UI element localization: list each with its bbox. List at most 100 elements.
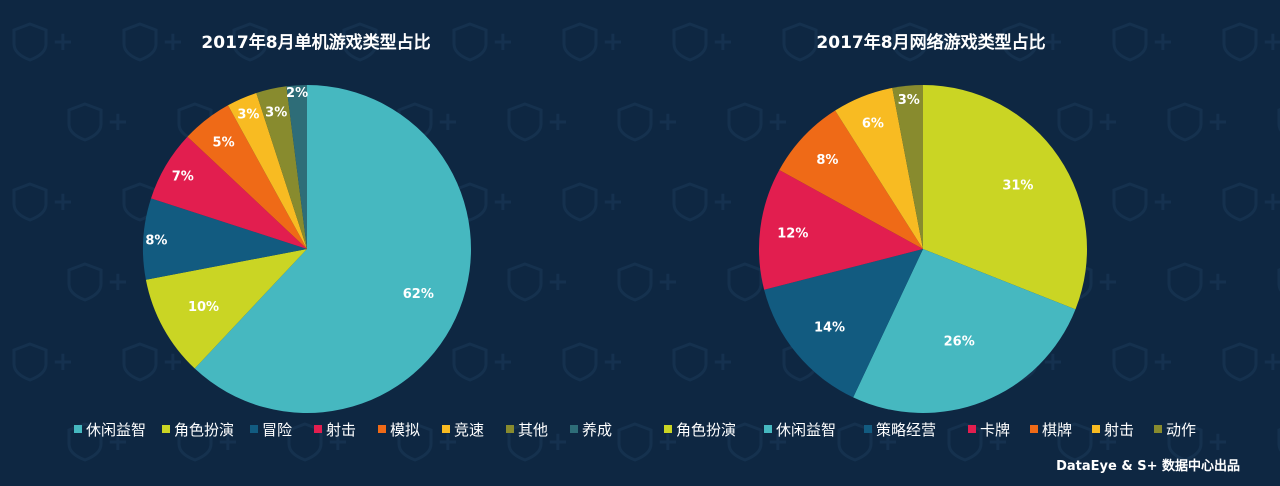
- legend-label: 角色扮演: [174, 421, 234, 439]
- legend-label: 棋牌: [1042, 421, 1072, 439]
- pie-slice: [256, 86, 307, 249]
- legend-swatch: [968, 425, 976, 433]
- data-label: 12%: [777, 227, 808, 242]
- watermark-shield: +: [672, 22, 734, 62]
- svg-text:+: +: [1207, 267, 1229, 297]
- svg-text:+: +: [657, 427, 679, 457]
- svg-text:+: +: [52, 27, 74, 57]
- svg-text:+: +: [657, 107, 679, 137]
- legend-label: 其他: [518, 421, 548, 439]
- svg-text:+: +: [547, 267, 569, 297]
- svg-text:+: +: [767, 107, 789, 137]
- source-credit: DataEye & S+ 数据中心出品: [1056, 459, 1240, 474]
- data-label: 3%: [898, 93, 920, 108]
- svg-text:+: +: [492, 187, 514, 217]
- pie-slice: [194, 85, 471, 413]
- watermark-shield: +: [892, 22, 954, 62]
- watermark-shield: +: [672, 342, 734, 382]
- svg-text:+: +: [162, 347, 184, 377]
- legend-swatch: [1154, 425, 1162, 433]
- watermark-shield: +: [672, 182, 734, 222]
- legend-item: 冒险: [250, 421, 292, 439]
- svg-text:+: +: [492, 27, 514, 57]
- svg-text:+: +: [52, 347, 74, 377]
- legend-item: 角色扮演: [664, 421, 736, 439]
- svg-text:+: +: [987, 427, 1009, 457]
- legend-label: 策略经营: [876, 421, 936, 439]
- legend-item: 模拟: [378, 421, 420, 439]
- data-label: 3%: [237, 108, 259, 123]
- svg-text:+: +: [217, 427, 239, 457]
- legend-item: 动作: [1154, 421, 1196, 439]
- watermark-shield: +: [397, 422, 459, 462]
- svg-text:+: +: [1262, 347, 1280, 377]
- watermark-shield: +: [837, 422, 899, 462]
- svg-text:+: +: [437, 427, 459, 457]
- svg-text:+: +: [107, 107, 129, 137]
- legend-swatch: [664, 425, 672, 433]
- legend-label: 养成: [582, 421, 612, 439]
- watermark-shield: +: [947, 422, 1009, 462]
- pie-slice: [187, 105, 307, 249]
- legend-swatch: [1092, 425, 1100, 433]
- svg-text:+: +: [1097, 427, 1119, 457]
- svg-text:+: +: [107, 267, 129, 297]
- watermark-shield: +: [452, 22, 514, 62]
- svg-text:+: +: [712, 187, 734, 217]
- watermark-shield: +: [782, 22, 844, 62]
- chart-title: 2017年8月网络游戏类型占比: [816, 32, 1045, 53]
- watermark-shield: +: [67, 422, 129, 462]
- legend-item: 射击: [314, 421, 356, 439]
- svg-text:+: +: [1152, 27, 1174, 57]
- watermark-shield: +: [1057, 422, 1119, 462]
- pie-slice: [758, 169, 923, 290]
- watermark-shield: +: [287, 422, 349, 462]
- data-label: 26%: [944, 335, 975, 350]
- svg-text:+: +: [1152, 347, 1174, 377]
- svg-text:+: +: [602, 27, 624, 57]
- watermark-shield: +: [342, 22, 404, 62]
- legend-swatch: [314, 425, 322, 433]
- legend-label: 休闲益智: [86, 421, 146, 439]
- watermark-shield: +: [177, 422, 239, 462]
- watermark-shield: +: [617, 422, 679, 462]
- pie-slice: [151, 136, 307, 249]
- watermark-shield: +: [122, 22, 184, 62]
- pie-chart-standalone: 2017年8月单机游戏类型占比 62%10%8%7%5%3% 3%2% 休闲益智角…: [74, 32, 612, 439]
- svg-text:+: +: [547, 107, 569, 137]
- watermark-shield: +: [1002, 22, 1064, 62]
- pie-slice: [779, 110, 923, 249]
- watermark-shield: +: [562, 182, 624, 222]
- svg-text:+: +: [547, 427, 569, 457]
- legend-item: 射击: [1092, 421, 1134, 439]
- legend-item: 其他: [506, 421, 548, 439]
- pie-slice: [227, 93, 307, 249]
- legend-label: 角色扮演: [676, 421, 736, 439]
- pie-chart-online: 2017年8月网络游戏类型占比 31% 26% 14% 12% 8% 6% 3% 角色扮演 休…: [664, 32, 1196, 439]
- legend-swatch: [442, 425, 450, 433]
- data-label: 14%: [814, 320, 845, 335]
- watermark-shield: +: [1112, 182, 1174, 222]
- legend-label: 射击: [326, 421, 356, 439]
- watermark-shield: +: [1167, 102, 1229, 142]
- legend-swatch: [864, 425, 872, 433]
- svg-text:+: +: [382, 27, 404, 57]
- watermark-shield: +: [1167, 262, 1229, 302]
- legend-swatch: [250, 425, 258, 433]
- legend: 休闲益智 角色扮演 冒险 射击 模拟 竞速 其他 养成: [74, 421, 612, 439]
- data-label: 8%: [145, 234, 167, 249]
- watermark-shield: +: [67, 262, 129, 302]
- watermark-shield: +: [507, 102, 569, 142]
- watermark-shield: +: [1277, 428, 1280, 452]
- legend-swatch: [162, 425, 170, 433]
- data-label: 31%: [1002, 179, 1033, 194]
- watermark-shield: +: [507, 422, 569, 462]
- legend-item: 棋牌: [1030, 421, 1072, 439]
- legend-label: 冒险: [262, 421, 292, 439]
- svg-text:+: +: [107, 427, 129, 457]
- watermark-shield: +: [1112, 22, 1174, 62]
- data-label: 2%: [286, 86, 308, 101]
- pie-slice: [764, 249, 923, 398]
- watermark-shield: +: [1112, 342, 1174, 382]
- legend: 角色扮演 休闲益智 策略经营 卡牌 棋牌 射击 动作: [664, 421, 1196, 439]
